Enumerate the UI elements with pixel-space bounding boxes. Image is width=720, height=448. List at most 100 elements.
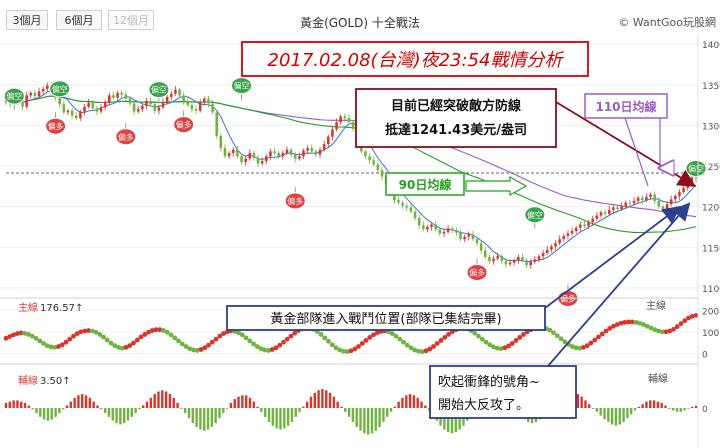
- candle: [165, 94, 169, 105]
- aux-bar: [256, 406, 259, 408]
- aux-line-bars: [4, 389, 698, 435]
- aux-bar: [237, 396, 240, 408]
- candle: [632, 197, 636, 206]
- moving-average-lines: [5, 90, 697, 263]
- aux-bar: [309, 396, 313, 408]
- aux-bar: [203, 408, 206, 431]
- bearish-signal-marker: 偏多: [45, 112, 67, 135]
- ma90-annotation: 90日均線: [385, 172, 528, 197]
- main-line-dot: [356, 344, 361, 349]
- candle: [397, 196, 400, 205]
- main-line-dot: [344, 349, 350, 355]
- main-line-dot: [63, 339, 69, 345]
- aux-bar: [176, 402, 179, 408]
- aux-bar: [328, 392, 332, 408]
- aux-bar: [332, 396, 336, 408]
- aux-bar: [325, 390, 328, 408]
- aux-bar: [187, 408, 191, 419]
- aux-bar: [65, 405, 69, 408]
- candle: [372, 156, 376, 167]
- main-line-dot: [502, 345, 508, 351]
- candle: [653, 191, 656, 205]
- aux-bar: [111, 408, 114, 421]
- main-line-dot: [82, 328, 88, 334]
- candle: [70, 107, 74, 120]
- candle: [475, 237, 479, 247]
- main-line-dot: [153, 327, 159, 333]
- candle: [87, 98, 90, 109]
- candle: [570, 227, 574, 236]
- bearish-signal-marker: 偏多: [173, 110, 195, 134]
- main-line-dot: [258, 346, 264, 352]
- aux-bar: [389, 408, 393, 412]
- candle: [405, 202, 409, 212]
- defense-text-1: 目前已經突破敵方防線: [391, 98, 522, 114]
- aux-bar: [584, 400, 587, 408]
- aux-bar: [39, 408, 42, 417]
- candle: [95, 105, 99, 116]
- candle: [215, 110, 218, 139]
- candle: [178, 87, 181, 99]
- tab-3-months[interactable]: 3個月: [6, 10, 48, 30]
- candle: [46, 82, 49, 93]
- main-line-dot: [134, 337, 140, 343]
- aux-bar: [206, 408, 210, 430]
- main-tick-label: 100: [702, 329, 719, 339]
- candle: [409, 203, 413, 214]
- aux-bar: [378, 408, 381, 427]
- main-line-dot: [112, 343, 118, 349]
- aux-bar: [355, 408, 358, 427]
- aux-bar: [69, 401, 73, 408]
- main-line-dot: [236, 330, 241, 336]
- candle: [298, 152, 301, 161]
- main-line-dot: [401, 339, 406, 345]
- main-line-dot: [78, 329, 84, 335]
- aux-bar: [610, 408, 614, 425]
- candle: [240, 154, 243, 165]
- aux-bar: [580, 396, 583, 408]
- main-line-dot: [254, 344, 260, 349]
- aux-line-axis: 0: [702, 405, 708, 415]
- price-axis: 1400 1350 1300 1250 1200 1150 1100: [702, 41, 720, 295]
- candle: [112, 91, 115, 100]
- aux-bar: [195, 408, 198, 427]
- aux-line-corner-label: 輔線: [648, 372, 668, 385]
- candle: [277, 150, 280, 160]
- aux-bar: [107, 408, 111, 417]
- candle: [525, 258, 528, 268]
- candle: [649, 192, 652, 200]
- candle: [25, 91, 28, 109]
- aux-bar: [210, 408, 214, 427]
- tab-6-months[interactable]: 6個月: [56, 10, 102, 30]
- main-line-dot: [157, 327, 163, 333]
- main-line-dot: [281, 339, 286, 345]
- candle: [174, 85, 177, 96]
- main-line-dot: [618, 320, 624, 326]
- aux-bar: [622, 408, 625, 422]
- candle: [37, 87, 41, 99]
- main-line-dot: [637, 320, 643, 326]
- main-line-dot: [584, 343, 590, 349]
- aux-bar: [119, 408, 122, 425]
- aux-bar: [4, 402, 8, 408]
- main-line-dot: [427, 346, 433, 352]
- main-line-dot: [48, 344, 54, 350]
- main-line-dot: [37, 338, 43, 344]
- aux-bar: [42, 408, 46, 420]
- main-line-dot: [476, 333, 481, 339]
- signal-label: 偏空: [52, 84, 68, 94]
- main-line-dot: [116, 344, 121, 350]
- aux-bar: [222, 408, 225, 414]
- main-line-dot: [168, 332, 174, 338]
- aux-bar: [401, 397, 404, 408]
- candle: [587, 220, 590, 229]
- aux-line-value: 3.50↑: [40, 376, 71, 387]
- candle: [624, 200, 628, 209]
- candle: [583, 220, 586, 229]
- candle: [145, 98, 148, 110]
- headline-text: 2017.02.08(台灣)夜23:54戰情分析: [268, 50, 565, 71]
- main-line-dot: [569, 344, 575, 349]
- charge-annotation: 吹起衝鋒的號角~ 開始大反攻了。: [429, 202, 691, 419]
- main-line-dot: [558, 336, 564, 342]
- aux-bar: [172, 397, 175, 408]
